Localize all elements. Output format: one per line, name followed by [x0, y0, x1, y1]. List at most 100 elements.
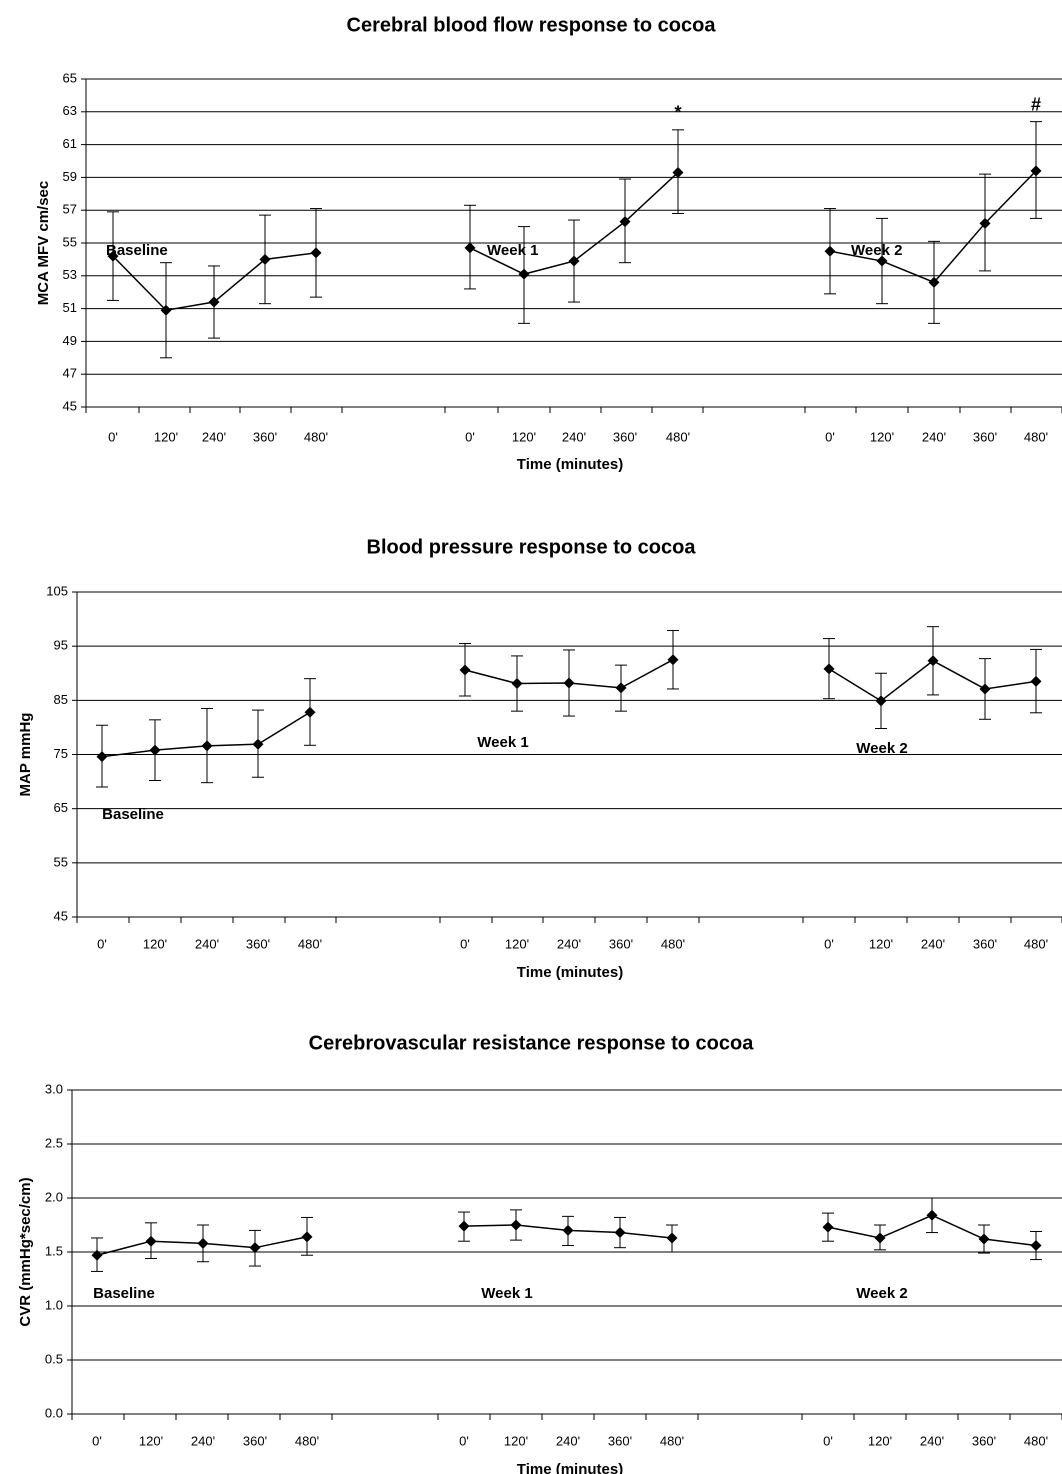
data-point: [459, 664, 471, 676]
data-point: [979, 683, 991, 695]
y-tick-label: 3.0: [45, 1081, 63, 1096]
x-tick-label: 120': [868, 1433, 892, 1448]
y-tick-label: 45: [54, 908, 68, 923]
x-tick-label: 480': [1024, 936, 1048, 951]
data-point: [96, 751, 108, 763]
x-tick-label: 480': [1024, 429, 1048, 444]
data-series: Week 2: [824, 121, 1042, 324]
data-point: [160, 304, 172, 316]
data-series: Baseline: [91, 1216, 313, 1302]
data-point: [927, 655, 939, 667]
x-tick-label: 0': [824, 936, 834, 951]
x-tick-label: 480': [661, 936, 685, 951]
x-tick-label: 0': [97, 936, 107, 951]
data-series: Baseline: [96, 678, 316, 823]
x-tick-label: 120': [143, 936, 167, 951]
data-series: Baseline: [106, 208, 322, 359]
x-tick-label: 0': [465, 429, 475, 444]
data-point: [304, 706, 316, 718]
data-point: [563, 677, 575, 689]
x-tick-label: 360': [243, 1433, 267, 1448]
x-tick-label: 120': [505, 936, 529, 951]
data-point: [149, 744, 161, 756]
data-point: [978, 1233, 990, 1245]
x-tick-label: 480': [1024, 1433, 1048, 1448]
x-tick-label: 0': [92, 1433, 102, 1448]
x-tick-label: 120': [870, 429, 894, 444]
data-point: [310, 247, 322, 259]
data-point: [252, 738, 264, 750]
series-label: Week 1: [481, 1285, 532, 1302]
data-series: Week 1: [464, 129, 684, 324]
series-label: Baseline: [93, 1285, 155, 1302]
data-point: [619, 216, 631, 228]
data-point: [208, 296, 220, 308]
y-tick-label: 1.5: [45, 1243, 63, 1258]
x-tick-label: 480': [295, 1433, 319, 1448]
y-tick-label: 49: [63, 333, 77, 348]
x-tick-label: 0': [823, 1433, 833, 1448]
data-point: [201, 740, 213, 752]
x-tick-label: 240': [202, 429, 226, 444]
y-tick-label: 65: [63, 70, 77, 85]
x-tick-label: 0': [108, 429, 118, 444]
data-point: [511, 678, 523, 690]
y-tick-label: 55: [54, 854, 68, 869]
x-tick-label: 120': [512, 429, 536, 444]
y-tick-label: 53: [63, 267, 77, 282]
chart-panel: Blood pressure response to cocoa 45 55 65 75…: [17, 536, 1062, 981]
x-tick-label: 120': [139, 1433, 163, 1448]
x-tick-label: 0': [825, 429, 835, 444]
y-tick-label: 57: [63, 202, 77, 217]
data-point: [928, 276, 940, 288]
x-tick-label: 480': [298, 936, 322, 951]
chart-title: Cerebrovascular resistance response to c…: [309, 1032, 755, 1054]
y-axis-label: CVR (mmHg*sec/cm): [17, 1177, 34, 1326]
x-axis-label: Time (minutes): [517, 456, 623, 473]
y-tick-label: 65: [54, 800, 68, 815]
data-point: [91, 1249, 103, 1261]
series-label: Week 2: [856, 1285, 907, 1302]
data-point: [926, 1209, 938, 1221]
chart-title: Blood pressure response to cocoa: [367, 536, 697, 558]
x-tick-label: 240': [556, 1433, 580, 1448]
data-point: [824, 245, 836, 257]
data-point: [614, 1227, 626, 1239]
x-tick-label: 360': [609, 936, 633, 951]
y-axis-label: MAP mmHg: [17, 713, 34, 797]
data-point: [1030, 1240, 1042, 1252]
y-tick-label: 63: [63, 103, 77, 118]
data-series: Week 1: [459, 629, 679, 751]
y-tick-label: 0.0: [45, 1405, 63, 1420]
series-label: Baseline: [102, 806, 164, 823]
data-point: [615, 682, 627, 694]
series-line: [829, 170, 1037, 284]
x-axis-label: Time (minutes): [517, 964, 623, 981]
data-point: [874, 1232, 886, 1244]
data-point: [301, 1231, 313, 1243]
y-tick-label: 85: [54, 692, 68, 707]
data-point: [518, 268, 530, 280]
x-tick-label: 480': [304, 429, 328, 444]
x-axis-label: Time (minutes): [517, 1461, 623, 1474]
data-point: [666, 1232, 678, 1244]
x-tick-label: 240': [922, 429, 946, 444]
data-point: [259, 253, 271, 265]
data-point: [979, 217, 991, 229]
chart-title: Cerebral blood flow response to cocoa: [347, 14, 717, 36]
x-tick-label: 120': [504, 1433, 528, 1448]
series-label: Week 2: [856, 740, 907, 757]
series-label: Week 2: [851, 242, 902, 259]
chart-panel: Cerebral blood flow response to cocoa 45 4…: [35, 14, 1062, 473]
x-tick-label: 0': [459, 1433, 469, 1448]
y-tick-label: 45: [63, 398, 77, 413]
data-point: [822, 1221, 834, 1233]
x-tick-label: 480': [666, 429, 690, 444]
data-point: [145, 1235, 157, 1247]
x-tick-label: 360': [972, 1433, 996, 1448]
x-tick-label: 240': [195, 936, 219, 951]
data-point: [667, 654, 679, 666]
x-tick-label: 360': [246, 936, 270, 951]
x-tick-label: 360': [613, 429, 637, 444]
chart-panel: Cerebrovascular resistance response to c…: [17, 1032, 1062, 1474]
